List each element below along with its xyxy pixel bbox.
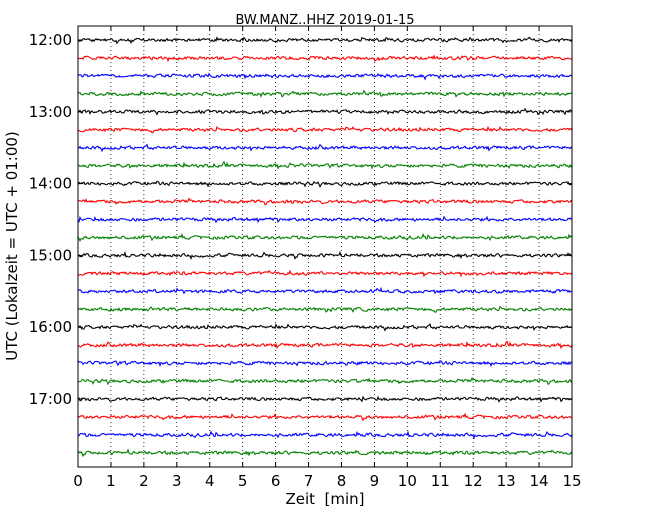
trace-1430	[77, 215, 573, 224]
vertical-gridlines	[110, 26, 540, 467]
y-axis-ticks: 12:00 13:00 14:00 15:00 16:00 17:00	[29, 31, 572, 408]
trace-1530	[77, 286, 573, 295]
trace-1230	[77, 72, 573, 81]
x-tick-label: 9	[370, 472, 380, 490]
trace-1715	[77, 412, 573, 422]
trace-1245	[77, 89, 573, 98]
trace-1415	[77, 197, 573, 206]
x-tick-label: 0	[73, 472, 83, 490]
y-tick-label: 16:00	[29, 318, 72, 336]
trace-1215	[77, 54, 573, 63]
x-tick-label: 5	[238, 472, 248, 490]
trace-1730	[77, 430, 573, 440]
y-tick-label: 13:00	[29, 103, 72, 121]
x-tick-label: 3	[172, 472, 182, 490]
trace-1345	[77, 160, 573, 170]
x-tick-label: 10	[398, 472, 417, 490]
x-tick-label: 13	[497, 472, 516, 490]
x-tick-label: 6	[271, 472, 281, 490]
helicorder-traces	[77, 36, 573, 458]
trace-1515	[77, 269, 573, 278]
trace-1400	[77, 180, 573, 188]
trace-1600	[77, 322, 573, 332]
x-axis-label: Zeit [min]	[285, 490, 364, 508]
trace-1330	[77, 143, 573, 153]
trace-1615	[77, 340, 573, 350]
x-tick-label: 8	[337, 472, 347, 490]
trace-1630	[77, 360, 573, 368]
x-axis-ticks: 0 1 2 3 4 5 6 7 8 9 10 11 12 13 14 15	[73, 26, 582, 490]
trace-1500	[77, 250, 573, 261]
x-tick-label: 7	[304, 472, 314, 490]
trace-1545	[77, 305, 573, 313]
trace-1445	[77, 232, 573, 243]
y-tick-label: 12:00	[29, 31, 72, 49]
trace-1315	[77, 125, 573, 134]
y-tick-label: 14:00	[29, 175, 72, 193]
x-tick-label: 11	[431, 472, 450, 490]
trace-1745	[77, 448, 573, 458]
x-tick-label: 4	[205, 472, 215, 490]
y-tick-label: 15:00	[29, 246, 72, 264]
x-tick-label: 2	[139, 472, 149, 490]
chart-title: BW.MANZ..HHZ 2019-01-15	[235, 13, 414, 28]
x-tick-label: 1	[106, 472, 116, 490]
x-tick-label: 14	[530, 472, 549, 490]
y-axis-label: UTC (Lokalzeit = UTC + 01:00)	[3, 131, 21, 361]
plot-frame	[77, 25, 573, 468]
trace-1700	[77, 395, 573, 403]
trace-1200	[77, 36, 573, 45]
y-tick-label: 17:00	[29, 390, 72, 408]
trace-1645	[77, 376, 573, 386]
x-tick-label: 15	[562, 472, 581, 490]
x-tick-label: 12	[464, 472, 483, 490]
trace-1300	[77, 107, 573, 116]
